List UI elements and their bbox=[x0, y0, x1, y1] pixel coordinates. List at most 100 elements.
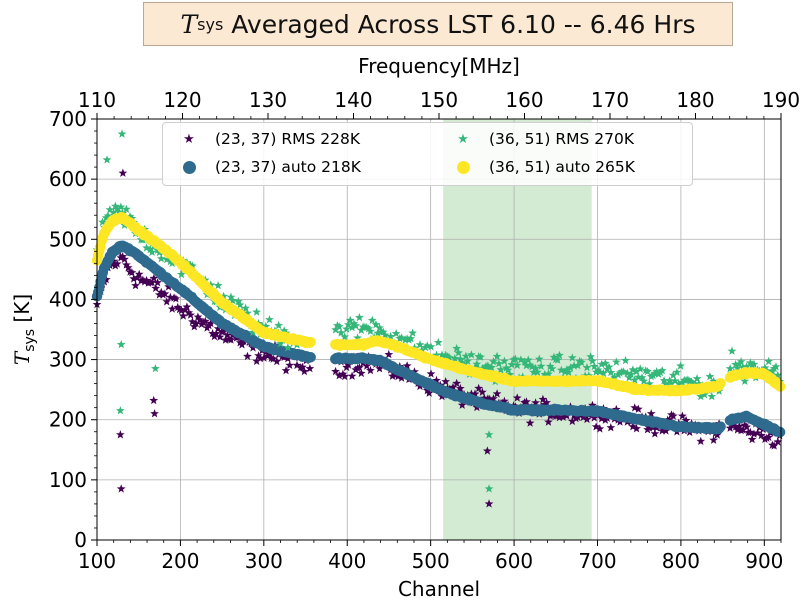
outlier-point-star bbox=[116, 339, 126, 349]
data-point-star bbox=[127, 268, 137, 277]
top-tick-label: 130 bbox=[249, 88, 287, 112]
data-point-star bbox=[507, 360, 517, 369]
data-point-star bbox=[340, 332, 350, 341]
data-point-star bbox=[215, 332, 225, 341]
data-point-star bbox=[567, 353, 577, 362]
outlier-point-star bbox=[116, 484, 126, 493]
data-point-star bbox=[597, 414, 606, 423]
data-point-star bbox=[595, 424, 605, 433]
data-point-star bbox=[558, 412, 568, 421]
data-point-star bbox=[577, 357, 586, 367]
data-point-star bbox=[123, 263, 133, 272]
data-point-star bbox=[553, 355, 562, 364]
data-point-star bbox=[364, 324, 373, 333]
data-point-star bbox=[661, 426, 671, 435]
data-point-star bbox=[742, 362, 751, 371]
data-point-star bbox=[531, 363, 540, 373]
data-point-star bbox=[265, 315, 274, 324]
data-point-star bbox=[556, 365, 566, 374]
data-point-star bbox=[501, 363, 511, 372]
data-point-star bbox=[492, 389, 502, 398]
data-point-star bbox=[228, 296, 238, 305]
data-point-star bbox=[740, 420, 750, 429]
data-point-star bbox=[678, 411, 687, 420]
data-point-star bbox=[252, 356, 261, 365]
data-point-star bbox=[472, 359, 482, 368]
data-point-star bbox=[496, 365, 506, 374]
data-point-star bbox=[279, 326, 289, 335]
data-point-star bbox=[200, 316, 210, 326]
legend-label: (36, 51) auto 265K bbox=[489, 158, 635, 176]
data-point-star bbox=[162, 297, 172, 306]
data-point-star bbox=[243, 351, 252, 361]
y-tick-label: 300 bbox=[49, 348, 87, 372]
data-point-star bbox=[489, 357, 498, 366]
data-point-star bbox=[142, 243, 151, 252]
outlier-point-star bbox=[116, 430, 125, 439]
top-tick-label: 170 bbox=[591, 88, 629, 112]
data-point-star bbox=[540, 369, 550, 379]
data-point-star bbox=[384, 349, 394, 359]
data-point-star bbox=[285, 360, 295, 369]
data-point-star bbox=[586, 352, 595, 361]
data-point-star bbox=[634, 404, 643, 413]
series-1 bbox=[91, 240, 786, 438]
data-point-star bbox=[511, 354, 520, 363]
data-point-star bbox=[712, 430, 722, 439]
data-point-star bbox=[478, 363, 487, 373]
data-point-star bbox=[366, 326, 375, 335]
data-point-star bbox=[727, 346, 737, 355]
data-point-star bbox=[492, 351, 502, 361]
data-point-star bbox=[621, 356, 630, 365]
data-point-star bbox=[674, 379, 684, 388]
data-point-star bbox=[525, 418, 535, 427]
data-point-star bbox=[494, 359, 504, 368]
data-point-star bbox=[188, 317, 197, 326]
data-point-star bbox=[415, 340, 425, 349]
legend-label: (23, 37) auto 218K bbox=[215, 158, 361, 176]
data-point-star bbox=[566, 363, 575, 372]
data-point-star bbox=[531, 398, 540, 407]
data-point-star bbox=[248, 327, 258, 337]
data-point-star bbox=[628, 365, 638, 374]
data-point-star bbox=[292, 360, 302, 370]
data-point-star bbox=[753, 428, 762, 437]
legend-item-rms-36-51: ★ (36, 51) RMS 270K bbox=[449, 130, 634, 148]
data-point-star bbox=[549, 352, 559, 362]
data-point-star bbox=[336, 328, 346, 337]
legend: ★ (23, 37) RMS 228K (23, 37) auto 218K ★… bbox=[162, 122, 693, 186]
data-point-star bbox=[213, 324, 223, 333]
legend-label: (23, 37) RMS 228K bbox=[215, 130, 360, 148]
data-point-star bbox=[582, 363, 592, 372]
data-point-star bbox=[764, 432, 773, 442]
outlier-point-star bbox=[117, 129, 127, 138]
data-point-star bbox=[659, 376, 669, 385]
outlier-point-star bbox=[483, 446, 492, 455]
data-point-star bbox=[191, 319, 201, 328]
data-point-star bbox=[166, 256, 175, 266]
data-point-star bbox=[118, 252, 128, 261]
data-point-circle bbox=[715, 378, 726, 389]
shaded-region bbox=[443, 119, 592, 540]
data-point-star bbox=[771, 362, 781, 371]
data-point-star bbox=[344, 320, 353, 329]
data-point-star bbox=[534, 354, 544, 363]
outlier-point-star bbox=[102, 155, 112, 164]
data-point-star bbox=[610, 372, 619, 381]
data-point-star bbox=[474, 383, 484, 393]
data-point-star bbox=[692, 374, 702, 383]
data-point-star bbox=[545, 361, 555, 371]
data-point-star bbox=[588, 400, 597, 409]
data-point-star bbox=[650, 429, 660, 438]
data-point-star bbox=[533, 367, 542, 376]
data-point-star bbox=[334, 322, 344, 331]
data-point-star bbox=[426, 342, 436, 351]
y-tick-label: 0 bbox=[74, 528, 87, 552]
data-point-star bbox=[402, 361, 412, 370]
data-point-star bbox=[393, 371, 403, 381]
y-axis-label-subscript: sys bbox=[22, 329, 38, 352]
data-point-star bbox=[571, 413, 581, 423]
data-point-star bbox=[362, 322, 372, 332]
data-point-star bbox=[626, 369, 636, 379]
data-point-star bbox=[219, 291, 228, 301]
